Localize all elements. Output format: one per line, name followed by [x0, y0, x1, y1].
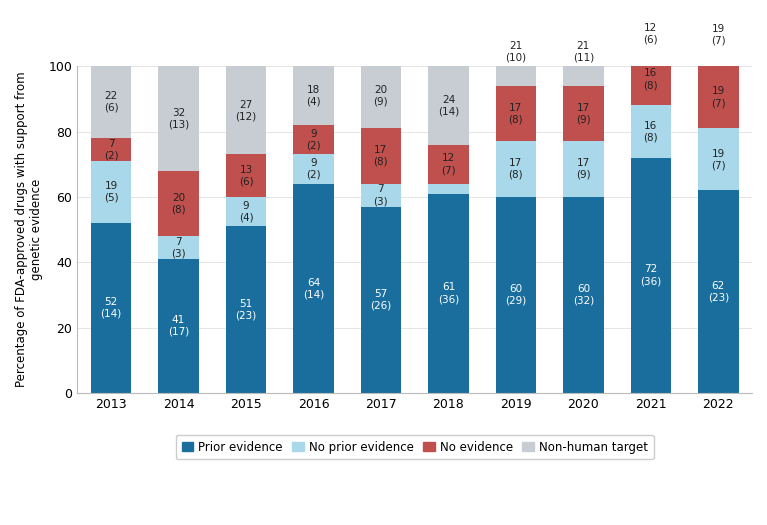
Bar: [225, 226, 266, 393]
Text: 17
(8): 17 (8): [509, 159, 523, 180]
Bar: [563, 86, 604, 141]
Text: 20
(8): 20 (8): [171, 193, 186, 214]
Bar: [495, 17, 536, 86]
Bar: [495, 197, 536, 393]
Text: 19
(7): 19 (7): [711, 24, 726, 46]
Text: 62
(23): 62 (23): [708, 281, 729, 302]
Bar: [158, 66, 199, 171]
Text: 18
(4): 18 (4): [306, 85, 321, 107]
Bar: [698, 4, 739, 66]
Bar: [495, 86, 536, 141]
Bar: [91, 138, 131, 161]
Text: 12
(7): 12 (7): [441, 153, 456, 175]
Bar: [91, 66, 131, 138]
Text: 52
(14): 52 (14): [100, 297, 122, 319]
Bar: [563, 141, 604, 197]
Text: 13
(6): 13 (6): [239, 165, 253, 186]
Bar: [91, 161, 131, 223]
Text: 7
(3): 7 (3): [374, 184, 388, 206]
Text: 19
(7): 19 (7): [711, 87, 726, 108]
Text: 21
(11): 21 (11): [573, 41, 594, 62]
Bar: [563, 197, 604, 393]
Bar: [293, 154, 334, 184]
Bar: [360, 184, 401, 207]
Text: 9
(4): 9 (4): [239, 201, 253, 223]
Text: 64
(14): 64 (14): [303, 278, 324, 299]
Text: 19
(5): 19 (5): [104, 181, 118, 203]
Bar: [428, 66, 469, 144]
Text: 21
(10): 21 (10): [505, 41, 526, 62]
Text: 32
(13): 32 (13): [168, 108, 189, 129]
Bar: [293, 125, 334, 154]
Text: 7
(3): 7 (3): [171, 237, 186, 258]
Bar: [158, 236, 199, 259]
Bar: [563, 17, 604, 86]
Text: 9
(2): 9 (2): [306, 159, 321, 180]
Bar: [293, 66, 334, 125]
Text: 51
(23): 51 (23): [235, 299, 257, 320]
Bar: [630, 158, 671, 393]
Y-axis label: Percentage of FDA-approved drugs with support from
genetic evidence: Percentage of FDA-approved drugs with su…: [15, 72, 43, 387]
Text: 60
(29): 60 (29): [505, 284, 526, 306]
Text: 24
(14): 24 (14): [438, 94, 459, 116]
Bar: [428, 144, 469, 184]
Bar: [91, 223, 131, 393]
Text: 16
(8): 16 (8): [644, 68, 658, 90]
Text: 27
(12): 27 (12): [235, 100, 257, 121]
Bar: [698, 191, 739, 393]
Bar: [360, 128, 401, 184]
Text: 17
(8): 17 (8): [509, 103, 523, 124]
Bar: [495, 141, 536, 197]
Text: 41
(17): 41 (17): [168, 315, 189, 337]
Text: 17
(8): 17 (8): [374, 145, 388, 167]
Text: 57
(26): 57 (26): [370, 289, 391, 311]
Text: 72
(36): 72 (36): [640, 265, 661, 286]
Bar: [293, 184, 334, 393]
Bar: [630, 53, 671, 106]
Legend: Prior evidence, No prior evidence, No evidence, Non-human target: Prior evidence, No prior evidence, No ev…: [176, 435, 653, 459]
Bar: [225, 197, 266, 226]
Bar: [630, 14, 671, 53]
Text: 20
(9): 20 (9): [374, 85, 388, 107]
Text: 61
(36): 61 (36): [438, 282, 459, 304]
Text: 22
(6): 22 (6): [104, 91, 118, 113]
Bar: [225, 66, 266, 154]
Bar: [698, 66, 739, 128]
Bar: [428, 194, 469, 393]
Bar: [428, 184, 469, 194]
Text: 17
(9): 17 (9): [576, 103, 591, 124]
Text: 16
(8): 16 (8): [644, 121, 658, 142]
Bar: [360, 63, 401, 128]
Bar: [360, 207, 401, 393]
Text: 60
(32): 60 (32): [573, 284, 594, 306]
Text: 19
(7): 19 (7): [711, 149, 726, 170]
Bar: [158, 171, 199, 236]
Text: 12
(6): 12 (6): [644, 23, 658, 45]
Text: 7
(2): 7 (2): [104, 139, 118, 160]
Bar: [225, 154, 266, 197]
Text: 9
(2): 9 (2): [306, 129, 321, 151]
Bar: [158, 259, 199, 393]
Bar: [630, 106, 671, 158]
Text: 17
(9): 17 (9): [576, 159, 591, 180]
Bar: [698, 128, 739, 191]
